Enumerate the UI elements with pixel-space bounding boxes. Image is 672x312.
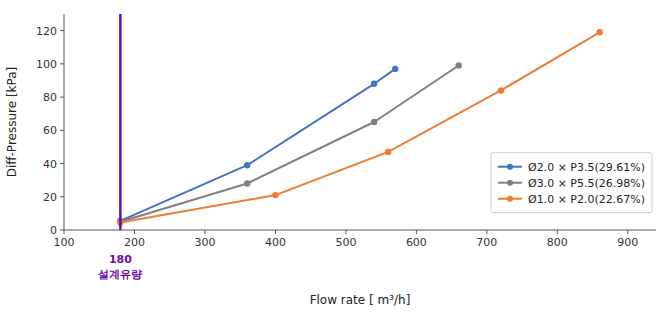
x-tick [275,230,276,234]
y-tick [60,30,64,31]
y-tick [60,63,64,64]
x-axis-label: Flow rate [ m³/h] [310,293,411,307]
y-tick [60,130,64,131]
y-tick-label: 0 [50,224,57,237]
y-tick [60,163,64,164]
x-tick-label: 400 [265,236,286,249]
series-point [371,81,377,87]
chart: 100 200 300 400 500 600 700 800 900 0 20 40 60 80 100 1… [0,0,672,312]
x-tick-label: 800 [547,236,568,249]
x-tick [416,230,417,234]
series-point [244,162,250,168]
y-tick-label: 60 [43,124,57,137]
x-tick-label: 500 [335,236,356,249]
legend-label: Ø2.0 × P3.5(29.61%) [528,161,645,174]
legend-marker [507,180,513,186]
annotation: 설계유량 [97,268,142,281]
series-line [120,66,458,222]
series-point [371,119,377,125]
y-tick-label: 40 [43,158,57,171]
legend: Ø2.0 × P3.5(29.61%) Ø3.0 × P5.5(26.98%) Ø1… [491,153,652,213]
x-tick [557,230,558,234]
x-tick-label: 700 [476,236,497,249]
x-tick [134,230,135,234]
y-tick-label: 100 [36,58,57,71]
legend-marker [507,164,513,170]
series-point [272,192,278,198]
legend-label: Ø1.0 × P2.0(22.67%) [528,193,645,206]
x-tick [486,230,487,234]
y-tick [60,196,64,197]
y-tick [60,97,64,98]
series-point [596,29,602,35]
y-tick-label: 120 [36,25,57,38]
y-tick [60,230,64,231]
x-tick-label: 900 [617,236,638,249]
x-tick [345,230,346,234]
series-point [392,66,398,72]
x-tick-label: 200 [124,236,145,249]
y-axis-label: Diff-Pressure [kPa] [5,67,19,178]
x-tick-label: 300 [194,236,215,249]
background [0,0,672,312]
y-tick-label: 80 [43,91,57,104]
x-tick-label: 600 [406,236,427,249]
x-tick [64,230,65,234]
x-tick [627,230,628,234]
series-point [498,87,504,93]
annotation: 180 [109,253,132,266]
y-tick-label: 20 [43,191,57,204]
x-tick-label: 100 [54,236,75,249]
series-point [455,62,461,68]
series-point [244,180,250,186]
legend-label: Ø3.0 × P5.5(26.98%) [528,177,645,190]
reference-line [119,14,122,230]
legend-marker [507,196,513,202]
y-axis-line [64,14,65,230]
x-tick [204,230,205,234]
legend-box [491,153,652,213]
x-axis-line [64,230,656,231]
series-point [385,149,391,155]
